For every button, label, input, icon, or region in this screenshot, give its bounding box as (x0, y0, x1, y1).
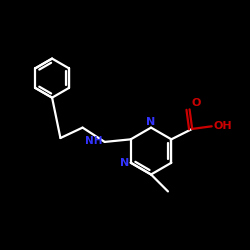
Text: NH: NH (85, 136, 102, 146)
Text: N: N (120, 158, 130, 168)
Text: O: O (192, 98, 201, 108)
Text: OH: OH (213, 121, 232, 131)
Text: N: N (146, 116, 156, 126)
